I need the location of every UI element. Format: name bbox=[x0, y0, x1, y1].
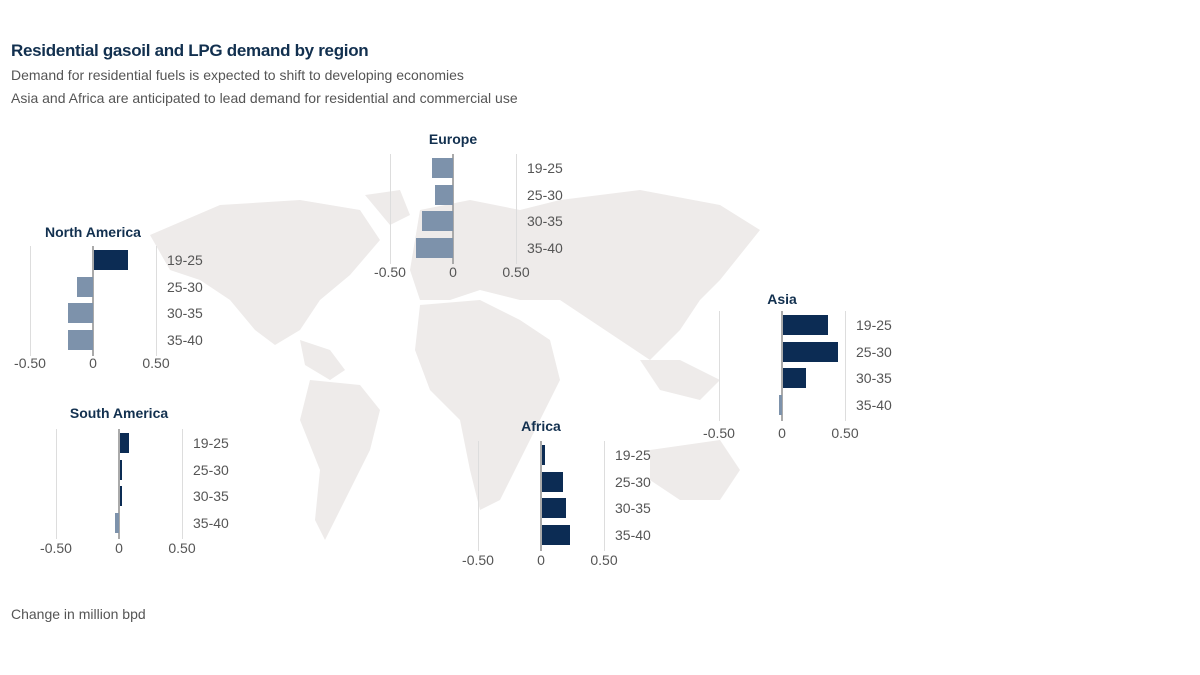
north-america-tick-label: -0.50 bbox=[14, 355, 46, 371]
north-america-bar-19-25 bbox=[94, 250, 129, 270]
africa-gridline-neg bbox=[478, 441, 479, 551]
africa-tick-label: -0.50 bbox=[462, 552, 494, 568]
africa-bar-19-25 bbox=[542, 445, 545, 465]
europe-panel-title: Europe bbox=[428, 131, 478, 147]
africa-bar-35-40 bbox=[542, 524, 570, 545]
africa-bar-30-35 bbox=[542, 498, 566, 518]
south-america-gridline-neg bbox=[56, 429, 57, 539]
africa-tick-label: 0.50 bbox=[590, 552, 618, 568]
south-america-tick-label: 0 bbox=[115, 540, 123, 556]
south-america-category-label: 19-25 bbox=[193, 435, 229, 451]
asia-bar-30-35 bbox=[783, 368, 806, 388]
europe-tick-label: 0.50 bbox=[502, 264, 530, 280]
asia-tick-label: 0 bbox=[778, 425, 786, 441]
north-america-panel-title: North America bbox=[45, 224, 141, 240]
north-america-gridline-neg bbox=[30, 246, 31, 356]
north-america-gridline-pos bbox=[156, 246, 157, 356]
north-america-bar-25-30 bbox=[76, 276, 93, 297]
europe-category-label: 30-35 bbox=[527, 213, 563, 229]
europe-bar-30-35 bbox=[421, 211, 453, 231]
south-america-gridline-pos bbox=[182, 429, 183, 539]
north-america-tick-label: 0.50 bbox=[142, 355, 170, 371]
unit-note: Change in million bpd bbox=[11, 606, 146, 622]
south-america-bar-30-35 bbox=[120, 486, 122, 506]
africa-panel-title: Africa bbox=[521, 418, 561, 434]
asia-category-label: 30-35 bbox=[856, 370, 892, 386]
asia-tick-label: -0.50 bbox=[703, 425, 735, 441]
north-america-category-label: 19-25 bbox=[167, 252, 203, 268]
europe-category-label: 25-30 bbox=[527, 186, 563, 203]
north-america-zero-line bbox=[92, 246, 94, 356]
south-america-bar-35-40 bbox=[115, 512, 119, 533]
africa-zero-line bbox=[540, 441, 542, 551]
chart-subtitle-2: Asia and Africa are anticipated to lead … bbox=[11, 90, 518, 106]
asia-gridline-neg bbox=[719, 311, 720, 421]
north-america-category-label: 25-30 bbox=[167, 278, 203, 295]
europe-gridline-neg bbox=[390, 154, 391, 264]
south-america-category-label: 30-35 bbox=[193, 488, 229, 504]
europe-bar-35-40 bbox=[416, 237, 453, 258]
south-america-bar-25-30 bbox=[120, 459, 122, 480]
europe-tick-label: -0.50 bbox=[374, 264, 406, 280]
asia-bar-19-25 bbox=[783, 315, 829, 335]
asia-category-label: 25-30 bbox=[856, 343, 892, 360]
chart-subtitle-1: Demand for residential fuels is expected… bbox=[11, 67, 464, 83]
europe-bar-19-25 bbox=[431, 158, 453, 178]
africa-category-label: 35-40 bbox=[615, 526, 651, 543]
asia-category-label: 35-40 bbox=[856, 396, 892, 413]
north-america-bar-30-35 bbox=[67, 303, 93, 323]
north-america-category-label: 30-35 bbox=[167, 305, 203, 321]
south-america-zero-line bbox=[118, 429, 120, 539]
asia-panel-title: Asia bbox=[767, 291, 797, 307]
africa-tick-label: 0 bbox=[537, 552, 545, 568]
asia-category-label: 19-25 bbox=[856, 317, 892, 333]
asia-gridline-pos bbox=[845, 311, 846, 421]
africa-category-label: 19-25 bbox=[615, 447, 651, 463]
africa-category-label: 25-30 bbox=[615, 473, 651, 490]
north-america-tick-label: 0 bbox=[89, 355, 97, 371]
europe-category-label: 35-40 bbox=[527, 239, 563, 256]
europe-gridline-pos bbox=[516, 154, 517, 264]
europe-category-label: 19-25 bbox=[527, 160, 563, 176]
europe-zero-line bbox=[452, 154, 454, 264]
south-america-panel-title: South America bbox=[69, 405, 169, 421]
south-america-tick-label: 0.50 bbox=[168, 540, 196, 556]
asia-bar-25-30 bbox=[783, 341, 839, 362]
chart-title: Residential gasoil and LPG demand by reg… bbox=[11, 41, 369, 60]
africa-bar-25-30 bbox=[542, 471, 564, 492]
europe-bar-25-30 bbox=[435, 184, 453, 205]
south-america-bar-19-25 bbox=[120, 433, 129, 453]
africa-category-label: 30-35 bbox=[615, 500, 651, 516]
asia-zero-line bbox=[781, 311, 783, 421]
south-america-category-label: 35-40 bbox=[193, 514, 229, 531]
north-america-category-label: 35-40 bbox=[167, 331, 203, 348]
asia-bar-35-40 bbox=[779, 394, 782, 415]
africa-gridline-pos bbox=[604, 441, 605, 551]
europe-tick-label: 0 bbox=[449, 264, 457, 280]
north-america-bar-35-40 bbox=[67, 329, 93, 350]
asia-tick-label: 0.50 bbox=[831, 425, 859, 441]
south-america-tick-label: -0.50 bbox=[40, 540, 72, 556]
south-america-category-label: 25-30 bbox=[193, 461, 229, 478]
